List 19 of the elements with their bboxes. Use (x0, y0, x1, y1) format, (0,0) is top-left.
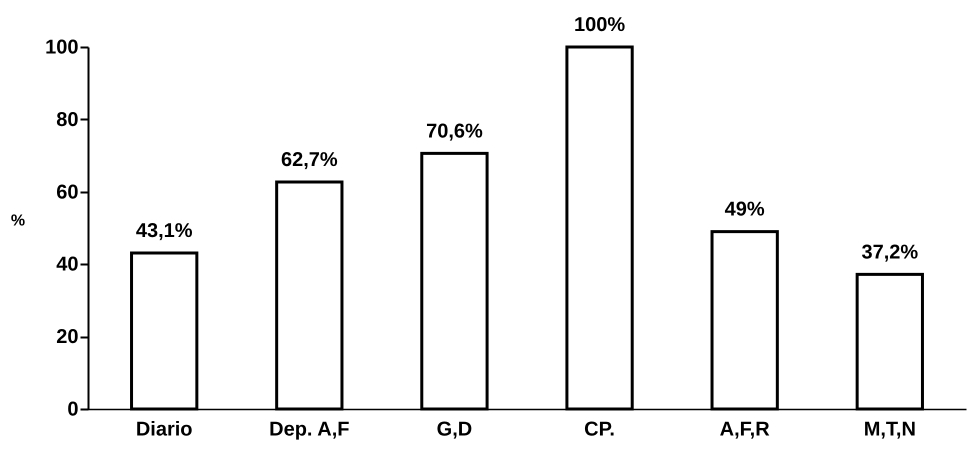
data-label: 43,1% (136, 220, 193, 242)
y-tick-label: 80 (56, 108, 78, 131)
y-tick-label: 40 (56, 254, 78, 276)
x-tick-label: Diario (136, 418, 193, 440)
x-tick-label: Dep. A,F (269, 418, 350, 440)
y-axis-title: % (10, 212, 26, 230)
y-tick-label: 60 (56, 181, 78, 204)
y-tick-label: 100 (45, 36, 78, 58)
data-label: 62,7% (280, 149, 338, 172)
x-tick-label: G,D (436, 418, 472, 440)
data-label: 70,6% (426, 120, 484, 142)
x-tick-label: M,T,N (864, 418, 916, 440)
data-label: 49% (724, 198, 765, 221)
x-tick-label: CP. (584, 418, 615, 440)
y-tick-label: 0 (67, 398, 78, 420)
data-label: 100% (574, 14, 626, 36)
y-tick-label: 20 (56, 326, 78, 348)
x-tick-label: A,F,R (720, 418, 770, 440)
data-label: 37,2% (861, 241, 918, 264)
